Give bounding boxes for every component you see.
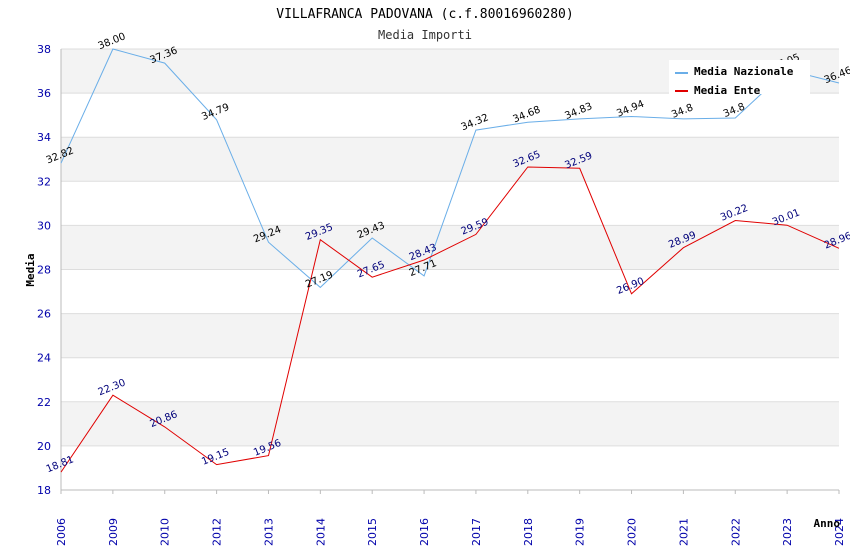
chart-title: VILLAFRANCA PADOVANA (c.f.80016960280) [276, 7, 573, 22]
x-tick-label: 2023 [781, 518, 794, 546]
y-axis-label: Media [24, 253, 37, 286]
plot-band [61, 445, 839, 490]
x-tick-label: 2024 [833, 518, 846, 546]
y-tick-label: 36 [37, 87, 51, 100]
plot-band [61, 137, 839, 182]
plot-band [61, 93, 839, 138]
x-axis-label: Anno [814, 517, 841, 530]
x-tick-label: 2014 [314, 518, 327, 546]
plot-background-bands [61, 49, 839, 490]
y-tick-label: 28 [37, 264, 51, 277]
x-tick-label: 2022 [729, 518, 742, 546]
x-tick-label: 2019 [574, 518, 587, 546]
legend: Media Nazionale Media Ente [669, 60, 810, 97]
series-line-media-ente [60, 166, 840, 473]
x-tick-label: 2010 [159, 518, 172, 546]
plot-band [61, 401, 839, 446]
x-tick-label: 2013 [262, 518, 275, 546]
x-tick-label: 2018 [522, 518, 535, 546]
y-tick-label: 34 [37, 131, 51, 144]
x-tick-label: 2015 [366, 518, 379, 546]
y-tick-label: 24 [37, 352, 51, 365]
x-tick-label: 2009 [107, 518, 120, 546]
x-tick-label: 2012 [211, 518, 224, 546]
chart-subtitle: Media Importi [378, 28, 472, 42]
series-line-media-nazionale [60, 48, 840, 289]
x-tick-label: 2017 [470, 518, 483, 546]
y-tick-label: 32 [37, 175, 51, 188]
legend-box [669, 60, 810, 94]
plot-band [61, 313, 839, 358]
plot-band [61, 357, 839, 402]
y-tick-label: 38 [37, 43, 51, 56]
x-tick-label: 2021 [677, 518, 690, 546]
y-tick-label: 18 [37, 484, 51, 497]
x-tick-label: 2006 [55, 518, 68, 546]
x-tick-label: 2020 [626, 518, 639, 546]
y-tick-label: 20 [37, 440, 51, 453]
plot-band [61, 269, 839, 314]
series-lines [60, 48, 840, 473]
y-tick-label: 30 [37, 219, 51, 232]
y-tick-label: 22 [37, 396, 51, 409]
x-tick-label: 2016 [418, 518, 431, 546]
legend-label-nazionale: Media Nazionale [694, 65, 794, 78]
axes [60, 49, 840, 494]
legend-label-ente: Media Ente [694, 84, 761, 97]
y-tick-label: 26 [37, 308, 51, 321]
